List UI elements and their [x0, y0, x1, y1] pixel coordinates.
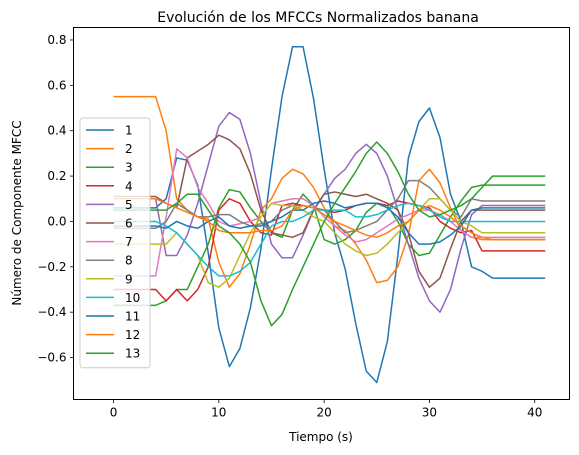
series-line-8 — [113, 179, 546, 234]
legend-label-13: 13 — [125, 347, 140, 361]
y-axis-ticks: −0.6 −0.4 −0.2 0.0 0.2 0.4 0.6 0.8 — [37, 33, 74, 365]
chart-title: Evolución de los MFCCs Normalizados bana… — [157, 10, 479, 26]
y-tick-label: −0.2 — [37, 260, 66, 274]
x-tick-label: 10 — [211, 406, 226, 420]
y-axis-label: Número de Componente MFCC — [10, 120, 24, 305]
y-tick-label: −0.4 — [37, 305, 66, 319]
y-tick-label: 0.4 — [47, 124, 66, 138]
y-tick-label: 0.6 — [47, 78, 66, 92]
legend-label-5: 5 — [125, 198, 133, 212]
legend-label-3: 3 — [125, 161, 133, 175]
y-tick-label: 0.8 — [47, 33, 66, 47]
y-tick-label: −0.6 — [37, 351, 66, 365]
x-tick-label: 30 — [422, 406, 437, 420]
series-line-13 — [113, 141, 546, 327]
series-line-1 — [113, 46, 546, 384]
series-line-5 — [113, 111, 546, 313]
y-tick-label: 0.0 — [47, 214, 66, 228]
legend-label-10: 10 — [125, 291, 140, 305]
series-line-10 — [113, 202, 546, 277]
legend-label-9: 9 — [125, 272, 133, 286]
series-line-7 — [113, 148, 546, 277]
legend-label-2: 2 — [125, 142, 133, 156]
x-tick-label: 20 — [316, 406, 331, 420]
legend-label-11: 11 — [125, 310, 140, 324]
series-line-11 — [113, 200, 546, 245]
legend-label-7: 7 — [125, 235, 133, 249]
x-tick-label: 0 — [110, 406, 118, 420]
legend-label-6: 6 — [125, 217, 133, 231]
legend-box — [79, 117, 151, 369]
legend-label-4: 4 — [125, 179, 133, 193]
series-line-12 — [113, 198, 546, 241]
y-tick-label: 0.2 — [47, 169, 66, 183]
plot-lines — [113, 46, 546, 384]
legend-label-8: 8 — [125, 254, 133, 268]
x-tick-label: 40 — [527, 406, 542, 420]
x-axis-label: Tiempo (s) — [288, 430, 353, 444]
plot-frame — [73, 27, 570, 400]
legend-label-12: 12 — [125, 328, 140, 342]
x-axis-ticks: 0 10 20 30 40 — [110, 399, 542, 420]
series-line-3 — [113, 184, 546, 307]
legend-label-1: 1 — [125, 124, 133, 138]
